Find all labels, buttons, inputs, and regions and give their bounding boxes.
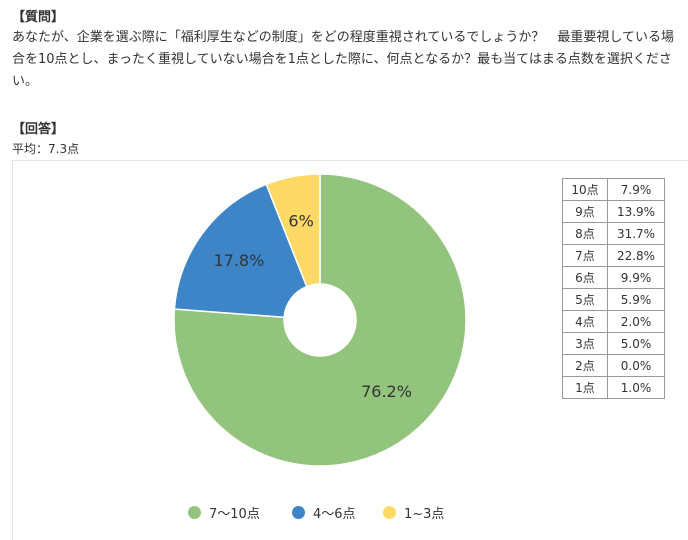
score-label: 5点 [562, 288, 608, 311]
score-percent: 7.9% [607, 178, 665, 201]
score-percent: 5.0% [607, 332, 665, 355]
legend-item: 1~3点 [383, 503, 444, 522]
average-score: 平均：7.3点 [12, 142, 80, 156]
table-row: 10点 7.9% [562, 178, 665, 201]
score-label: 4点 [562, 310, 608, 333]
pie-slice [173, 173, 467, 467]
table-row: 2点 0.0% [562, 354, 665, 377]
score-label: 2点 [562, 354, 608, 377]
score-percent: 13.9% [607, 200, 665, 223]
table-row: 6点 9.9% [562, 266, 665, 289]
score-percent: 0.0% [607, 354, 665, 377]
score-percent: 31.7% [607, 222, 665, 245]
legend-marker [292, 506, 305, 519]
table-row: 4点 2.0% [562, 310, 665, 333]
legend-label: 7〜10点 [209, 507, 260, 522]
table-row: 3点 5.0% [562, 332, 665, 355]
score-label: 8点 [562, 222, 608, 245]
score-label: 1点 [562, 376, 608, 399]
score-label: 9点 [562, 200, 608, 223]
legend-label: 4〜6点 [313, 507, 356, 522]
question-text: あなたが、企業を選ぶ際に「福利厚生などの制度」をどの程度重視されているでしょうか… [12, 30, 674, 89]
score-label: 3点 [562, 332, 608, 355]
table-row: 8点 31.7% [562, 222, 665, 245]
score-percent: 5.9% [607, 288, 665, 311]
chart-area [12, 160, 688, 540]
slice-label: 76.2% [361, 382, 412, 401]
legend-marker [383, 506, 396, 519]
question-heading: 【質問】 [12, 10, 65, 25]
legend-marker [188, 506, 201, 519]
score-distribution-table: 10点 7.9% 9点 13.9% 8点 31.7% 7点 22.8% 6点 9.9% 5点 5.9%… [562, 178, 665, 399]
pie-slice [173, 183, 308, 319]
legend-label: 1~3点 [404, 507, 445, 522]
chart-legend: 7〜10点 4〜6点 1~3点 [0, 503, 688, 523]
legend-item: 7〜10点 [188, 503, 260, 522]
score-percent: 1.0% [607, 376, 665, 399]
slice-label: 6% [288, 212, 313, 231]
score-label: 7点 [562, 244, 608, 267]
legend-item: 4〜6点 [292, 503, 356, 522]
pie-slice [265, 173, 321, 288]
table-row: 1点 1.0% [562, 376, 665, 399]
slice-label: 17.8% [213, 251, 264, 270]
score-percent: 2.0% [607, 310, 665, 333]
table-row: 7点 22.8% [562, 244, 665, 267]
score-label: 6点 [562, 266, 608, 289]
score-percent: 22.8% [607, 244, 665, 267]
table-row: 5点 5.9% [562, 288, 665, 311]
table-row: 9点 13.9% [562, 200, 665, 223]
score-label: 10点 [562, 178, 608, 201]
answer-heading: 【回答】 [12, 122, 65, 137]
score-percent: 9.9% [607, 266, 665, 289]
